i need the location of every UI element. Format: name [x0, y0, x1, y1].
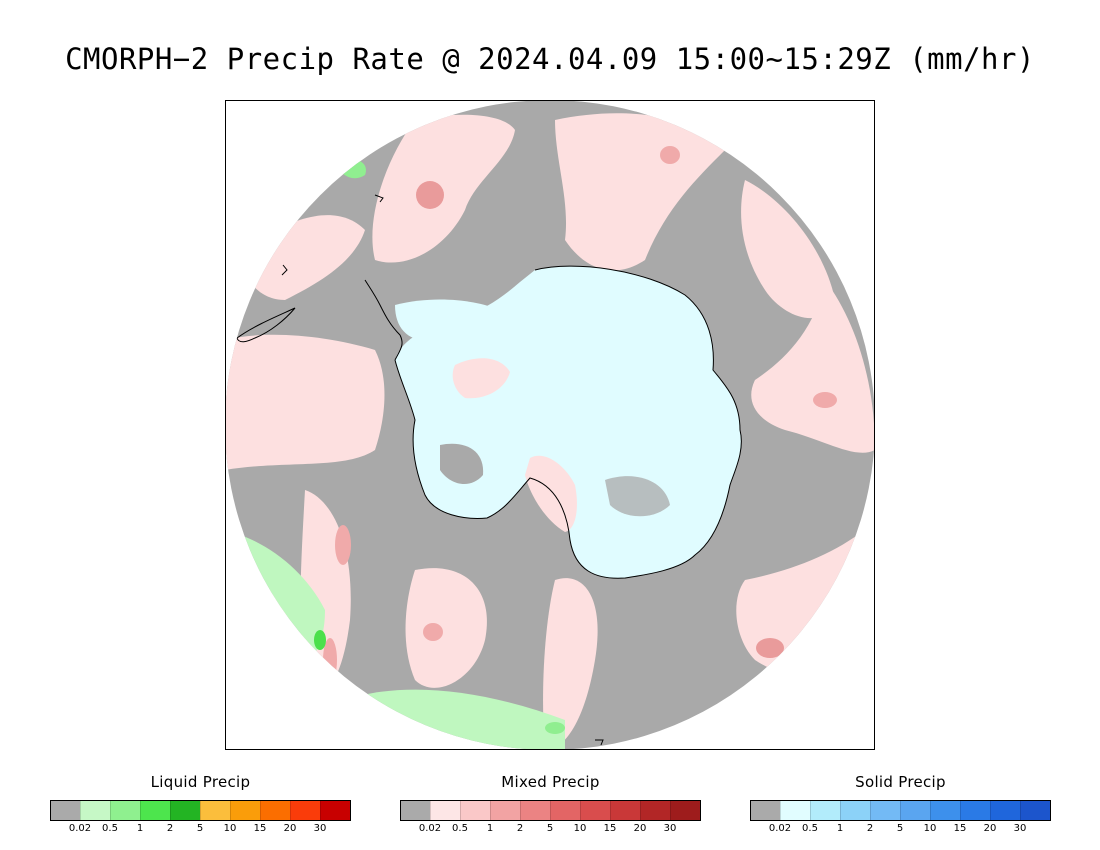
precip-map [225, 100, 875, 750]
tick-label: 15 [953, 823, 967, 834]
tick-label: 0.02 [418, 823, 442, 834]
tick-label: 0.02 [768, 823, 792, 834]
peninsula-coastline [364, 279, 403, 361]
color-swatch [401, 801, 430, 820]
color-swatch [1020, 801, 1050, 820]
color-swatch [490, 801, 520, 820]
map-frame-border [225, 100, 875, 750]
liquid-precip-spot [545, 722, 565, 734]
tick-label: 2 [166, 823, 174, 834]
mixed-precip-area [405, 568, 487, 688]
tick-label: 1 [486, 823, 494, 834]
color-swatch [110, 801, 140, 820]
color-swatch [960, 801, 990, 820]
tick-label: 20 [633, 823, 647, 834]
color-swatch [320, 801, 350, 820]
color-swatch [670, 801, 700, 820]
tick-label: 15 [253, 823, 267, 834]
legend-mixed: Mixed Precip 0.02 0.5 1 2 5 10 15 20 30 [400, 772, 701, 837]
color-swatch [780, 801, 810, 820]
antarctica-coastline [394, 265, 742, 579]
color-swatch [610, 801, 640, 820]
tick-label: 5 [546, 823, 554, 834]
color-swatch [550, 801, 580, 820]
tick-label: 10 [573, 823, 587, 834]
colorbar [50, 800, 351, 821]
color-swatch [751, 801, 780, 820]
no-precip-patch [605, 476, 670, 517]
legend-liquid: Liquid Precip 0.02 0.5 1 2 5 10 15 20 30 [50, 772, 351, 837]
mixed-precip-area [555, 113, 725, 271]
color-swatch [580, 801, 610, 820]
mixed-precip-area [372, 114, 515, 263]
color-swatch [840, 801, 870, 820]
tick-label: 0.5 [102, 823, 118, 834]
legend-title: Liquid Precip [150, 773, 251, 791]
tick-label: 20 [283, 823, 297, 834]
island-coastline [374, 194, 384, 203]
mixed-precip-spot [660, 146, 680, 164]
tick-label: 30 [663, 823, 677, 834]
tick-label: 5 [896, 823, 904, 834]
color-swatch [930, 801, 960, 820]
tick-label: 0.5 [452, 823, 468, 834]
colorbar-ticks: 0.02 0.5 1 2 5 10 15 20 30 [50, 823, 351, 837]
color-swatch [140, 801, 170, 820]
color-swatch [290, 801, 320, 820]
legend-title: Solid Precip [855, 773, 946, 791]
color-swatch [80, 801, 110, 820]
color-swatch [460, 801, 490, 820]
colorbar-ticks: 0.02 0.5 1 2 5 10 15 20 30 [750, 823, 1051, 837]
liquid-precip-spot [314, 630, 326, 650]
color-swatch [260, 801, 290, 820]
mixed-precip-spot [813, 392, 837, 408]
color-swatch [810, 801, 840, 820]
precip-field [225, 100, 875, 750]
mixed-precip-spot [416, 181, 444, 209]
color-swatch [520, 801, 550, 820]
tick-label: 2 [516, 823, 524, 834]
island-coastline [595, 739, 604, 746]
mixed-precip-spot [423, 623, 443, 641]
legend-solid: Solid Precip 0.02 0.5 1 2 5 10 15 20 30 [750, 772, 1051, 837]
colorbar [400, 800, 701, 821]
tick-label: 30 [1013, 823, 1027, 834]
antarctic-peninsula-region [395, 299, 500, 341]
color-swatch [430, 801, 460, 820]
tick-label: 15 [603, 823, 617, 834]
tick-label: 1 [836, 823, 844, 834]
color-swatch [170, 801, 200, 820]
mixed-precip-area [543, 578, 598, 750]
mixed-precip-area [225, 334, 385, 470]
tick-label: 20 [983, 823, 997, 834]
colorbar-ticks: 0.02 0.5 1 2 5 10 15 20 30 [400, 823, 701, 837]
no-precip-patch [440, 443, 484, 485]
tick-label: 2 [866, 823, 874, 834]
chart-title: CMORPH−2 Precip Rate @ 2024.04.09 15:00~… [65, 42, 1035, 76]
south-america-coastline [236, 307, 296, 343]
mixed-precip-area [751, 280, 875, 453]
mixed-precip-spot [335, 525, 351, 565]
color-swatch [990, 801, 1020, 820]
color-swatch [200, 801, 230, 820]
tick-label: 0.02 [68, 823, 92, 834]
tick-label: 5 [196, 823, 204, 834]
legend-title: Mixed Precip [501, 773, 600, 791]
color-swatch [230, 801, 260, 820]
color-swatch [640, 801, 670, 820]
color-swatch [900, 801, 930, 820]
tick-label: 0.5 [802, 823, 818, 834]
tick-label: 10 [923, 823, 937, 834]
mixed-precip-spot [756, 638, 784, 658]
color-swatch [51, 801, 80, 820]
tick-label: 10 [223, 823, 237, 834]
mixed-precip-area [741, 180, 835, 319]
colorbar [750, 800, 1051, 821]
island-coastline [281, 264, 288, 276]
color-swatch [870, 801, 900, 820]
weddell-sea-mixed [452, 358, 510, 399]
tick-label: 30 [313, 823, 327, 834]
tick-label: 1 [136, 823, 144, 834]
